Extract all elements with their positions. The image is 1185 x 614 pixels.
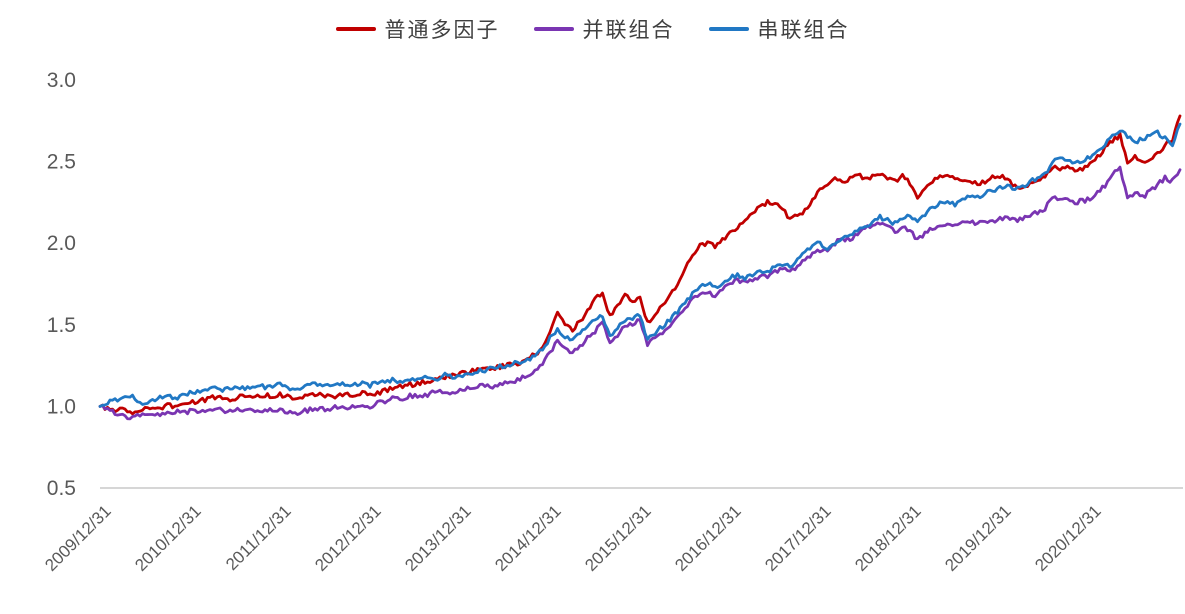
series-line-2: [98, 122, 1182, 408]
x-tick-label: 2014/12/31: [491, 501, 565, 575]
x-tick-label: 2019/12/31: [941, 501, 1015, 575]
legend-line-swatch: [335, 27, 376, 31]
legend-item-2: 串联组合: [708, 14, 850, 44]
y-axis-labels: 3.0 2.5 2.0 1.5 1.0 0.5: [47, 69, 76, 500]
series-line-0: [98, 114, 1182, 416]
y-tick-label: 1.0: [47, 395, 76, 418]
legend-label: 普通多因子: [384, 18, 500, 42]
legend-line-swatch: [708, 27, 749, 31]
series-line-1: [98, 165, 1182, 421]
series-lines: [98, 114, 1182, 421]
x-tick-label: 2016/12/31: [671, 501, 745, 575]
legend-item-0: 普通多因子: [335, 14, 500, 44]
y-tick-label: 2.5: [47, 151, 76, 174]
legend-item-1: 并联组合: [533, 14, 675, 44]
x-tick-label: 2012/12/31: [311, 501, 385, 575]
y-tick-label: 1.5: [47, 314, 76, 337]
x-axis-labels: 2009/12/31 2010/12/31 2011/12/31 2012/12/31…: [41, 501, 1105, 575]
x-tick-label: 2015/12/31: [581, 501, 655, 575]
y-tick-label: 2.0: [47, 232, 76, 255]
x-tick-label: 2009/12/31: [41, 501, 115, 575]
x-tick-label: 2013/12/31: [401, 501, 475, 575]
legend-line-swatch: [533, 27, 574, 31]
x-tick-label: 2011/12/31: [222, 501, 295, 574]
y-tick-label: 0.5: [47, 477, 76, 500]
x-tick-label: 2020/12/31: [1031, 501, 1105, 575]
y-tick-label: 3.0: [47, 69, 76, 92]
x-tick-label: 2010/12/31: [131, 501, 205, 575]
legend-label: 并联组合: [582, 18, 675, 42]
legend: 普通多因子 并联组合 串联组合: [0, 14, 1185, 44]
x-tick-label: 2018/12/31: [851, 501, 925, 575]
legend-label: 串联组合: [757, 18, 850, 42]
x-tick-label: 2017/12/31: [761, 501, 835, 575]
